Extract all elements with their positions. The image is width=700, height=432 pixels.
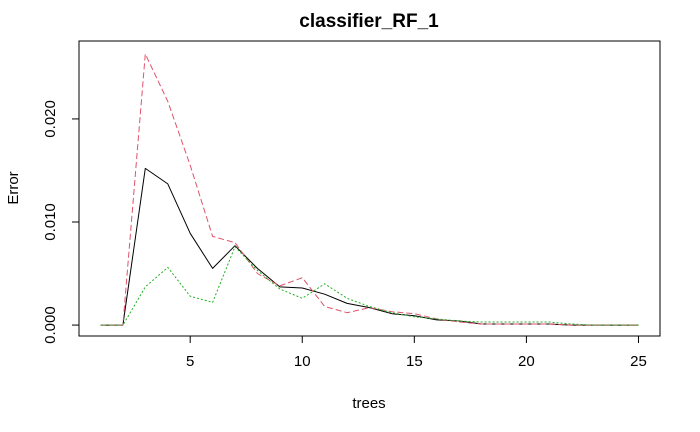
x-tick-label: 20 xyxy=(518,353,535,370)
y-tick-label: 0.010 xyxy=(42,203,59,241)
y-tick-label: 0.000 xyxy=(42,306,59,344)
x-tick-label: 5 xyxy=(186,353,194,370)
x-tick-label: 15 xyxy=(406,353,423,370)
y-tick-label: 0.020 xyxy=(42,100,59,138)
series-layer xyxy=(100,53,639,326)
x-axis-label: trees xyxy=(352,395,385,412)
x-tick-label: 25 xyxy=(630,353,647,370)
x-tick-label: 10 xyxy=(294,353,311,370)
series-line-3 xyxy=(100,246,639,326)
chart-title: classifier_RF_1 xyxy=(299,11,439,32)
plot-frame xyxy=(78,40,661,337)
y-axis: 0.000 0.010 0.020 xyxy=(42,100,80,344)
x-axis: 5 10 15 20 25 xyxy=(186,335,647,370)
series-line-1 xyxy=(100,167,639,326)
series-line-2 xyxy=(100,53,639,326)
y-axis-label: Error xyxy=(5,171,22,204)
